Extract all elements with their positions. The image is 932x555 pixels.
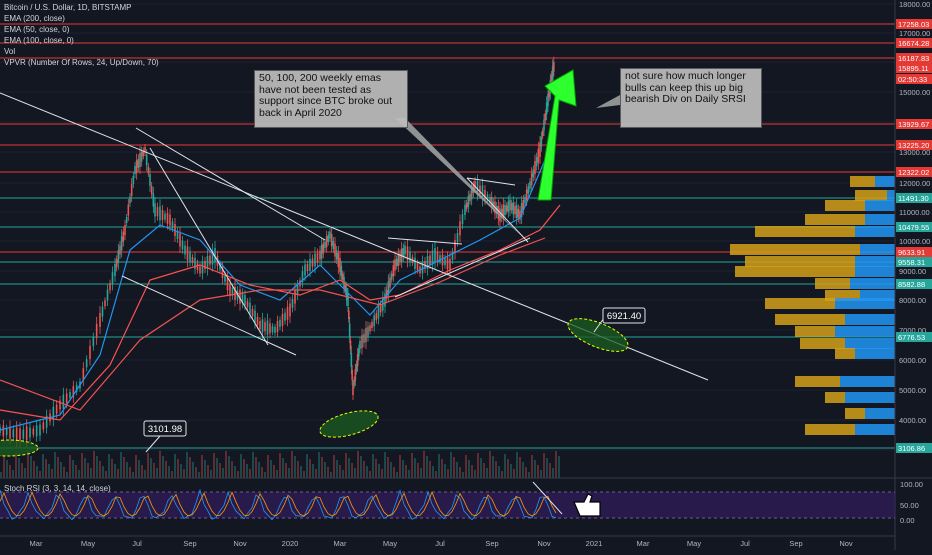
chart-legend: Bitcoin / U.S. Dollar, 1D, BITSTAMP EMA … — [4, 2, 159, 68]
price-tick: 15000.00 — [899, 88, 930, 97]
volume-profile — [730, 176, 895, 435]
ema-50-line — [0, 119, 556, 431]
price-tick: 11000.00 — [899, 208, 930, 217]
time-tick: Mar — [30, 539, 43, 548]
time-tick: May — [383, 539, 397, 548]
price-badge-label: 02:50:33 — [898, 75, 927, 84]
hand-pointer-icon — [573, 493, 601, 517]
callout-3101[interactable]: 3101.98 — [143, 420, 187, 437]
price-tick: 4000.00 — [899, 416, 926, 425]
price-badge-label: 17258.03 — [898, 20, 929, 29]
price-tick: 6000.00 — [899, 356, 926, 365]
price-badge — [896, 193, 932, 203]
price-badge-label: 9633.91 — [898, 248, 925, 257]
price-tick: 12000.00 — [899, 179, 930, 188]
price-badge — [896, 443, 932, 453]
price-tick: 8000.00 — [899, 296, 926, 305]
volume-bars — [0, 451, 560, 478]
price-badge — [896, 119, 932, 129]
callout-6921-label: 6921.40 — [607, 311, 641, 322]
time-tick: Sep — [485, 539, 498, 548]
price-badge — [896, 63, 932, 73]
price-badge-label: 13225.20 — [898, 141, 929, 150]
price-badge-label: 16674.28 — [898, 39, 929, 48]
price-badge-label: 8582.88 — [898, 280, 925, 289]
time-tick: May — [687, 539, 701, 548]
price-tick: 7000.00 — [899, 326, 926, 335]
price-badge — [896, 167, 932, 177]
price-badge-label: 16187.83 — [898, 54, 929, 63]
time-tick: Nov — [537, 539, 551, 548]
callout-6921[interactable]: 6921.40 — [602, 307, 646, 324]
time-tick: Nov — [233, 539, 247, 548]
price-tick: 9000.00 — [899, 267, 926, 276]
time-tick: Nov — [839, 539, 853, 548]
stoch-axis: 100.00 50.00 0.00 — [900, 480, 923, 525]
stoch-tick: 100.00 — [900, 480, 923, 489]
price-badge — [896, 279, 932, 289]
price-badge — [896, 247, 932, 257]
price-badge — [896, 74, 932, 84]
time-tick: 2021 — [586, 539, 603, 548]
vol-legend[interactable]: Vol — [4, 47, 16, 56]
ema200-legend[interactable]: EMA (200, close) — [4, 14, 65, 23]
price-badge-label: 6776.53 — [898, 333, 925, 342]
price-tick: 10000.00 — [899, 237, 930, 246]
price-badge-label: 12322.02 — [898, 168, 929, 177]
ema-200-line — [0, 237, 546, 411]
callout-3101-label: 3101.98 — [148, 424, 182, 435]
price-badge-label: 11491.30 — [898, 194, 929, 203]
stoch-k-line — [0, 488, 557, 521]
highlight-ellipses[interactable] — [0, 312, 632, 457]
time-tick: Mar — [637, 539, 650, 548]
stoch-d-line — [0, 491, 557, 517]
up-arrow-icon[interactable] — [537, 69, 577, 201]
note-right[interactable]: not sure how much longer bulls can keep … — [620, 68, 762, 128]
ema100-legend[interactable]: EMA (100, close, 0) — [4, 36, 74, 45]
price-badge-label: 15895.11 — [898, 64, 929, 73]
stoch-tick: 0.00 — [900, 516, 915, 525]
price-tick: 18000.00 — [899, 0, 930, 9]
price-badge-label: 10479.55 — [898, 223, 929, 232]
time-tick: Mar — [334, 539, 347, 548]
time-tick: May — [81, 539, 95, 548]
time-tick: Sep — [183, 539, 196, 548]
time-tick: Jul — [740, 539, 750, 548]
stoch-tick: 50.00 — [900, 501, 919, 510]
price-badge — [896, 38, 932, 48]
ema50-legend[interactable]: EMA (50, close, 0) — [4, 25, 70, 34]
symbol-title[interactable]: Bitcoin / U.S. Dollar, 1D, BITSTAMP — [4, 3, 132, 12]
price-tick: 13000.00 — [899, 148, 930, 157]
price-badge — [896, 53, 932, 63]
price-badge — [896, 257, 932, 267]
time-tick: Jul — [435, 539, 445, 548]
time-tick: Sep — [789, 539, 802, 548]
note-left[interactable]: 50, 100, 200 weekly emas have not been t… — [254, 70, 408, 128]
price-badge-label: 13929.67 — [898, 120, 929, 129]
time-tick: 2020 — [282, 539, 299, 548]
time-tick: Jul — [132, 539, 142, 548]
price-badge-label: 9558.31 — [898, 258, 925, 267]
price-badge — [896, 332, 932, 342]
price-tick: 17000.00 — [899, 29, 930, 38]
price-badge — [896, 222, 932, 232]
price-badge-label: 3106.86 — [898, 444, 925, 453]
stoch-legend[interactable]: Stoch RSI (3, 3, 14, 14, close) — [4, 484, 111, 493]
price-badge — [896, 140, 932, 150]
price-badge — [896, 19, 932, 29]
time-axis[interactable]: Mar May Jul Sep Nov 2020 Mar May Jul Sep Nov 2021 Ma… — [30, 539, 853, 548]
vpvr-legend[interactable]: VPVR (Number Of Rows, 24, Up/Down, 70) — [4, 58, 159, 67]
price-tick: 5000.00 — [899, 386, 926, 395]
ema-100-line — [0, 204, 561, 421]
